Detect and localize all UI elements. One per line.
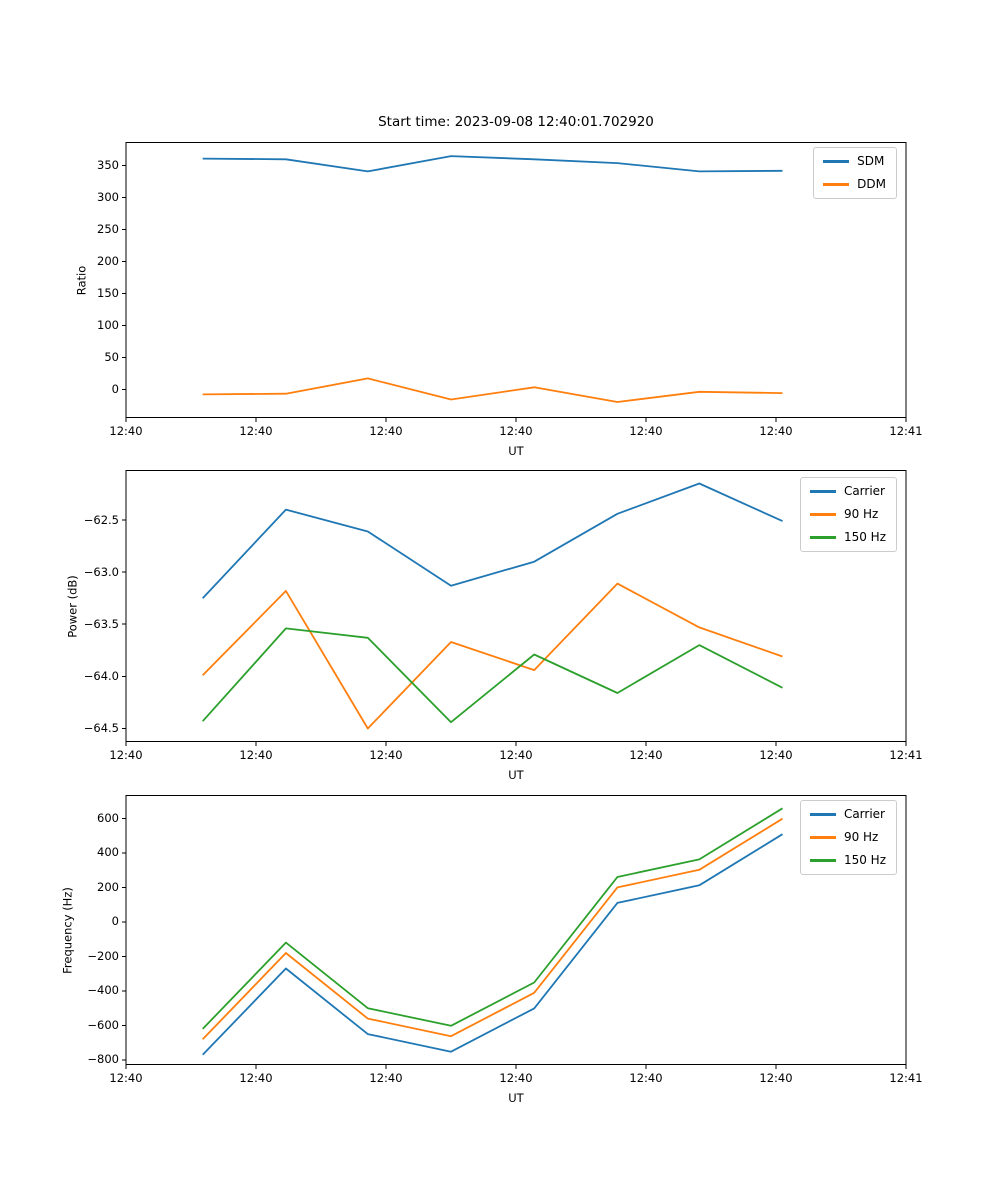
series-line-carrier	[202, 482, 783, 599]
y-tick-label: −200	[87, 948, 119, 963]
legend-item: 90 Hz	[809, 507, 886, 522]
series-line-90-hz	[202, 582, 783, 730]
x-tick-label: 12:40	[239, 1071, 273, 1085]
series-line-sdm	[202, 155, 783, 173]
y-tick-label: −400	[87, 983, 119, 998]
legend-box: Carrier 90 Hz 150 Hz	[799, 477, 897, 552]
legend-label: 150 Hz	[843, 530, 886, 544]
subplot-ratio-plot-area	[122, 142, 907, 422]
y-axis-label: Ratio	[74, 265, 89, 295]
x-tick-label: 12:40	[499, 748, 533, 762]
x-tick-label: 12:40	[759, 424, 793, 438]
series-line-ddm	[202, 377, 783, 403]
legend-line-swatch-ddm	[823, 183, 850, 186]
legend-box: SDM DDM	[813, 147, 897, 199]
x-tick-label: 12:40	[109, 424, 143, 438]
x-tick-label: 12:40	[759, 1071, 793, 1085]
legend-item: 150 Hz	[809, 853, 886, 868]
x-tick-label: 12:40	[369, 1071, 403, 1085]
legend-label: DDM	[857, 177, 886, 191]
series-line-150-hz	[202, 807, 783, 1030]
y-tick-label: 600	[97, 810, 119, 825]
legend-item: 90 Hz	[809, 830, 886, 845]
y-tick-label: −63.0	[83, 564, 119, 579]
y-tick-label: 300	[97, 190, 119, 205]
axes-border	[125, 142, 907, 418]
x-tick-label: 12:40	[499, 424, 533, 438]
x-tick-label: 12:40	[369, 748, 403, 762]
legend-item: DDM	[823, 177, 886, 192]
subplot-frequency-plot-area	[122, 795, 907, 1069]
legend-line-swatch-150-hz	[809, 859, 836, 862]
legend-line-swatch-150-hz	[809, 536, 836, 539]
legend-line-swatch-90-hz	[809, 513, 836, 516]
x-tick-label: 12:41	[889, 424, 923, 438]
legend-box: Carrier 90 Hz 150 Hz	[799, 800, 897, 875]
x-tick-label: 12:40	[109, 1071, 143, 1085]
legend-line-swatch-sdm	[823, 160, 850, 163]
legend-item: SDM	[823, 154, 886, 169]
y-tick-label: −62.5	[83, 512, 119, 527]
legend-label: SDM	[857, 154, 885, 168]
y-axis-label: Power (dB)	[65, 574, 80, 638]
x-tick-label: 12:41	[889, 1071, 923, 1085]
x-tick-label: 12:40	[629, 1071, 663, 1085]
legend-line-swatch-carrier	[809, 490, 836, 493]
y-tick-label: 0	[111, 381, 119, 396]
x-axis-label: UT	[508, 444, 524, 458]
legend-line-swatch-90-hz	[809, 836, 836, 839]
y-tick-label: 200	[97, 253, 119, 268]
y-tick-label: −600	[87, 1017, 119, 1032]
legend-line-swatch-carrier	[809, 813, 836, 816]
axes-border	[125, 470, 907, 742]
legend-item: Carrier	[809, 807, 886, 822]
series-line-carrier	[202, 833, 783, 1056]
y-tick-label: 250	[97, 222, 119, 237]
y-tick-label: 200	[97, 879, 119, 894]
legend-label: Carrier	[843, 484, 885, 498]
y-tick-label: 350	[97, 158, 119, 173]
legend-item: Carrier	[809, 484, 886, 499]
x-tick-label: 12:41	[889, 748, 923, 762]
y-axis-label: Frequency (Hz)	[60, 886, 75, 974]
y-tick-label: 0	[111, 914, 119, 929]
y-tick-label: 150	[97, 285, 119, 300]
x-tick-label: 12:40	[239, 424, 273, 438]
y-tick-label: −800	[87, 1052, 119, 1067]
x-tick-label: 12:40	[499, 1071, 533, 1085]
y-tick-label: 50	[104, 349, 119, 364]
legend-label: 150 Hz	[843, 853, 886, 867]
x-axis-label: UT	[508, 768, 524, 782]
legend-label: Carrier	[843, 807, 885, 821]
y-tick-label: −63.5	[83, 616, 119, 631]
y-tick-label: −64.5	[83, 720, 119, 735]
x-tick-label: 12:40	[369, 424, 403, 438]
legend-item: 150 Hz	[809, 530, 886, 545]
figure-title: Start time: 2023-09-08 12:40:01.702920	[378, 114, 654, 130]
x-tick-label: 12:40	[109, 748, 143, 762]
x-axis-label: UT	[508, 1091, 524, 1105]
x-tick-label: 12:40	[759, 748, 793, 762]
y-tick-label: 100	[97, 317, 119, 332]
series-line-150-hz	[202, 627, 783, 724]
x-tick-label: 12:40	[629, 424, 663, 438]
y-tick-label: 400	[97, 845, 119, 860]
x-tick-label: 12:40	[629, 748, 663, 762]
axes-border	[125, 795, 907, 1065]
legend-label: 90 Hz	[843, 830, 879, 844]
series-line-90-hz	[202, 817, 783, 1040]
x-tick-label: 12:40	[239, 748, 273, 762]
subplot-power-plot-area	[122, 470, 907, 746]
legend-label: 90 Hz	[843, 507, 879, 521]
y-tick-label: −64.0	[83, 668, 119, 683]
